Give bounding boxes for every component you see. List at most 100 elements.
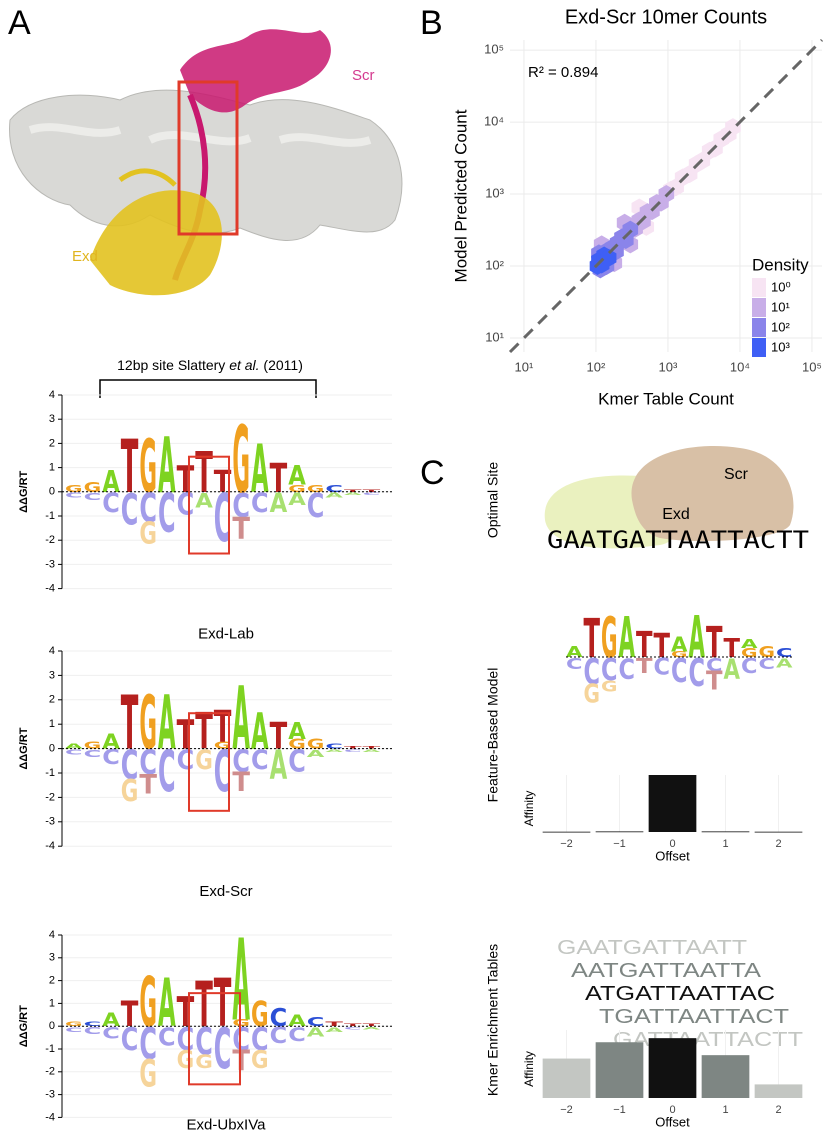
legend-swatch: [752, 278, 766, 297]
row-label: Optimal Site: [485, 462, 501, 538]
logo-letter: C: [84, 1025, 102, 1036]
y-tick-label: 10⁴: [484, 114, 504, 129]
highlight-box: [188, 712, 230, 812]
logo-letter: C: [325, 483, 343, 495]
y-axis-label: ΔΔG/RT: [18, 727, 30, 769]
logo-letter: G: [139, 424, 157, 509]
kmer: GAATGATTAATT: [557, 937, 747, 959]
y-tick-label: 2: [49, 975, 55, 987]
logo-letter: A: [325, 491, 343, 499]
legend-label: 10⁰: [771, 279, 791, 294]
y-tick-label: -2: [45, 791, 55, 803]
logo-letter: C: [270, 1023, 288, 1048]
scr-label: Scr: [352, 67, 375, 84]
logo-letter: T: [363, 745, 381, 749]
x-axis-label: Offset: [655, 848, 690, 863]
logo-letter: C: [232, 486, 250, 525]
logo-letter: A: [363, 749, 381, 753]
bracket-italic: et al.: [229, 357, 259, 373]
y-tick-label: 10⁵: [484, 42, 504, 57]
y-axis-label: ΔΔG/RT: [18, 1005, 30, 1047]
logo-letter: T: [195, 969, 213, 1042]
logo-letter: G: [84, 739, 102, 751]
logo-letter: G: [139, 963, 157, 1043]
legend-swatch: [752, 298, 766, 317]
logo-letter: C: [139, 1019, 157, 1070]
y-tick-label: 1: [49, 718, 55, 730]
x-tick-label: 2: [775, 1104, 781, 1116]
legend-swatch: [752, 338, 766, 357]
logo-letter: T: [363, 1023, 381, 1027]
legend-label: 10²: [771, 319, 790, 334]
logo-letter: C: [601, 652, 618, 687]
optimal-site: GAATGATTAATTACTT: [547, 526, 809, 554]
density-hex: [600, 248, 617, 267]
logo-letter: C: [251, 488, 269, 519]
logo-letter: T: [706, 618, 723, 668]
logo-letter: A: [102, 465, 120, 499]
logo-letter: C: [139, 485, 157, 532]
logo-letter: C: [214, 480, 232, 557]
highlight-box: [177, 80, 239, 236]
exd-blob-label: Exd: [662, 506, 690, 523]
x-tick-label: 10¹: [515, 359, 534, 374]
protein-structure: [9, 29, 403, 296]
logo-letter: G: [139, 681, 157, 766]
logo-letter: C: [65, 748, 83, 756]
logo-letter: G: [759, 643, 776, 661]
y-tick-label: -1: [45, 1043, 55, 1055]
logo-letter: G: [214, 739, 232, 751]
logo-letter: C: [584, 651, 601, 693]
logo-letter: A: [288, 1012, 306, 1030]
logo-title: Exd-Scr: [199, 883, 252, 900]
logo-letter: G: [177, 1045, 195, 1074]
logo-letter: C: [177, 487, 195, 521]
logo-letter: C: [139, 743, 157, 782]
logo-letter: C: [344, 1027, 362, 1031]
x-tick-label: −1: [613, 1104, 626, 1116]
y-tick-label: 1: [49, 462, 55, 474]
y-tick-label: 10¹: [485, 329, 504, 344]
chart-title: Exd-Scr 10mer Counts: [565, 6, 767, 28]
logo-letter: C: [671, 652, 688, 690]
logo-letter: T: [195, 702, 213, 760]
identity-line: [508, 38, 824, 354]
kmer: TGATTAATTACT: [599, 1006, 789, 1028]
x-tick-label: −2: [560, 1104, 573, 1116]
logo-letter: G: [65, 1020, 83, 1027]
logo-letter: A: [270, 742, 288, 789]
bar: [754, 831, 803, 833]
y-axis-label: ΔΔG/RT: [18, 470, 30, 512]
logo-letter: A: [307, 748, 325, 760]
y-tick-label: 3: [49, 413, 55, 425]
logo-letter: A: [158, 421, 176, 510]
y-tick-label: -4: [45, 840, 55, 852]
logo-letter: T: [344, 1023, 362, 1027]
logo-letter: C: [214, 1017, 232, 1082]
logo-letter: A: [102, 730, 120, 753]
logo-letter: A: [307, 1025, 325, 1040]
logo-letter: G: [288, 483, 306, 495]
logo-letter: C: [177, 745, 195, 776]
logo-letter: C: [158, 482, 176, 544]
logo-letter: C: [232, 1021, 250, 1057]
logo-letter: C: [158, 1022, 176, 1051]
legend-swatch: [752, 318, 766, 337]
logo-letter: T: [654, 626, 671, 664]
scr-blob: [631, 445, 794, 542]
logo-title: Exd-Lab: [198, 626, 254, 643]
bar: [595, 831, 644, 833]
bar: [648, 1038, 697, 1098]
logo-letter: A: [671, 633, 688, 657]
x-tick-label: 0: [669, 838, 675, 850]
highlight-box: [188, 455, 230, 555]
logo-letter: G: [195, 1051, 213, 1073]
logo-letter: C: [84, 491, 102, 503]
bracket-label: 12bp site Slattery et al. (2011): [117, 357, 303, 373]
logo-letter: G: [232, 405, 250, 514]
logo-letter: C: [84, 748, 102, 760]
scr-blob-label: Scr: [724, 466, 749, 483]
legend-label: 10³: [771, 339, 790, 354]
logo-letter: C: [232, 744, 250, 779]
y-tick-label: 3: [49, 952, 55, 964]
